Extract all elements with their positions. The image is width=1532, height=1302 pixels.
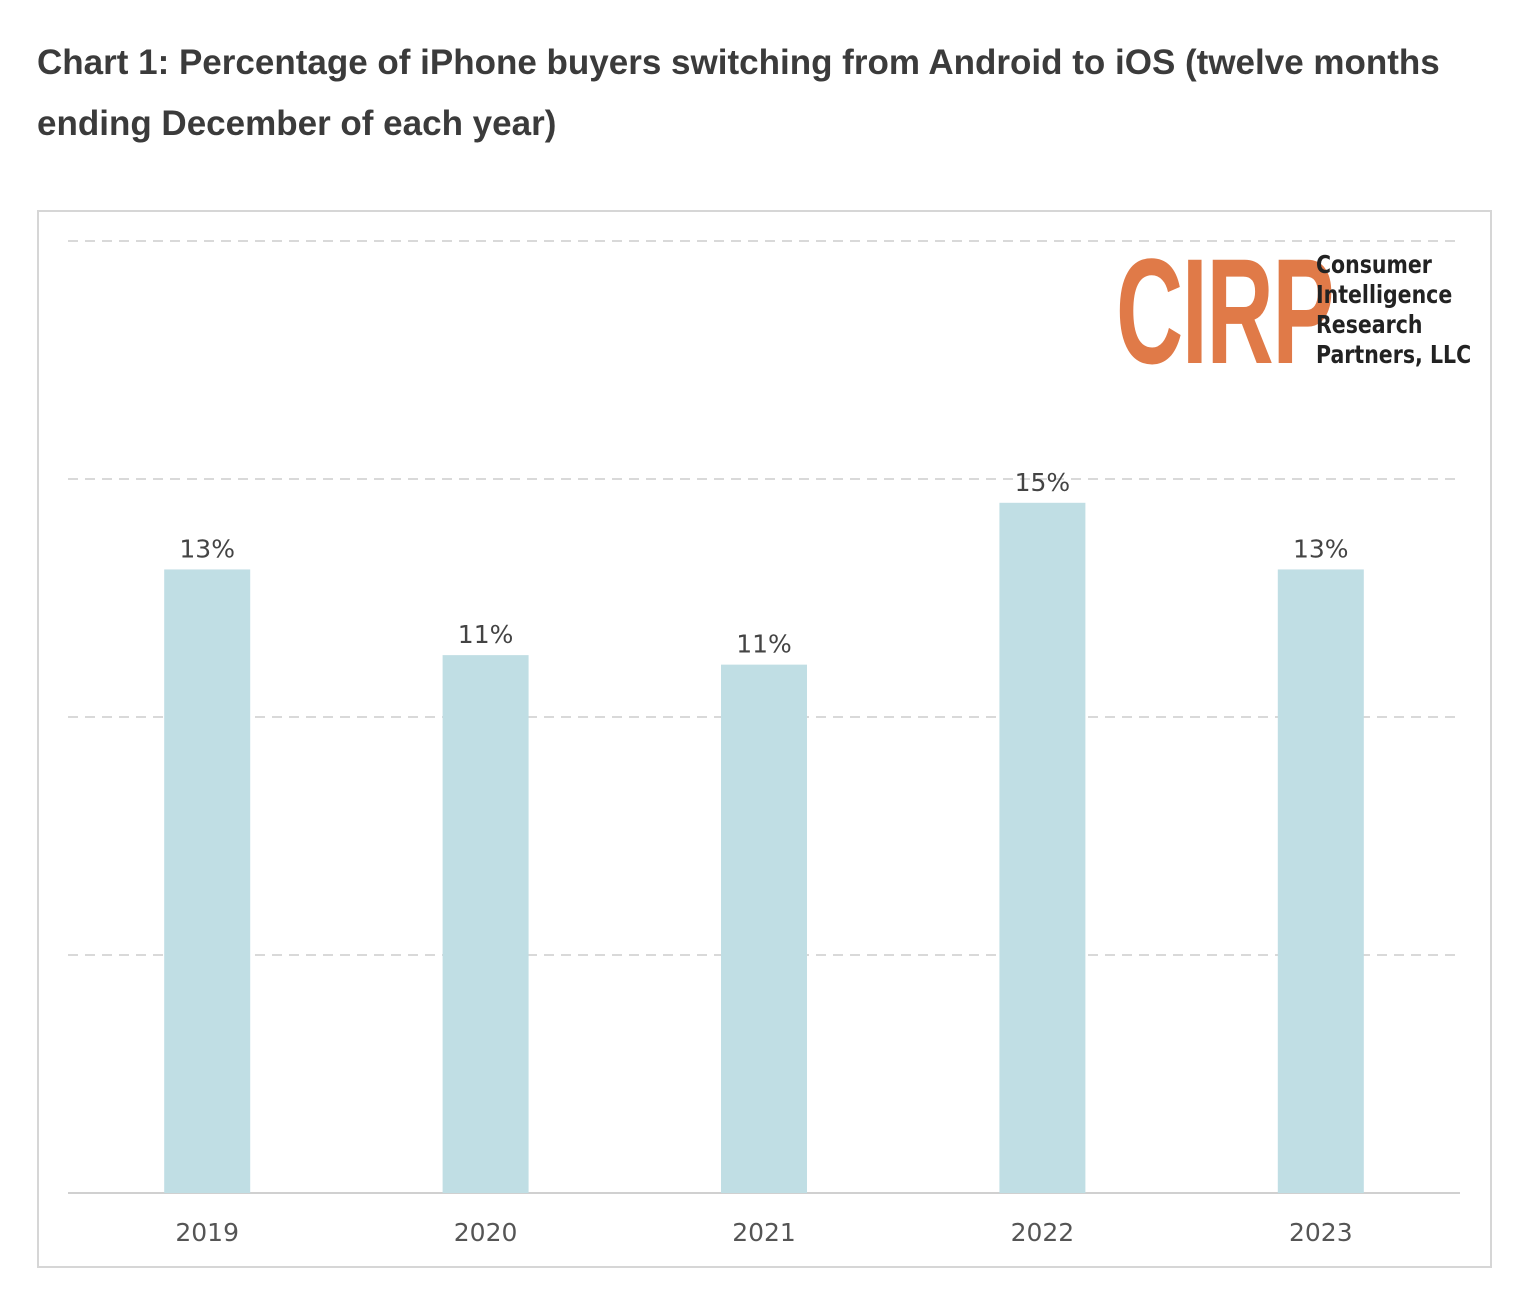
x-tick-label-2023: 2023 <box>1289 1218 1353 1247</box>
data-label-2023: 13% <box>1293 534 1349 563</box>
logo-line: Partners, LLC <box>1316 340 1472 369</box>
data-label-2022: 15% <box>1015 468 1071 497</box>
x-tick-label-2020: 2020 <box>454 1218 518 1247</box>
logo-line: Consumer <box>1316 250 1432 279</box>
bar-2021 <box>721 664 807 1193</box>
chart-title: Chart 1: Percentage of iPhone buyers swi… <box>37 43 1440 143</box>
x-tick-label-2022: 2022 <box>1011 1218 1075 1247</box>
bar-2022 <box>999 502 1086 1193</box>
logo-mark: CIRP <box>1116 227 1334 395</box>
data-label-2020: 11% <box>458 620 514 649</box>
data-label-2021: 11% <box>736 630 792 659</box>
x-tick-label-2021: 2021 <box>732 1218 796 1247</box>
x-tick-label-2019: 2019 <box>175 1218 239 1247</box>
bar-2020 <box>442 655 529 1193</box>
bar-2023 <box>1277 569 1364 1193</box>
logo-line: Research <box>1316 310 1423 339</box>
logo-line: Intelligence <box>1316 280 1453 309</box>
data-label-2019: 13% <box>179 534 235 563</box>
logo-name: Consumer Intelligence Research Partners,… <box>1316 250 1471 370</box>
bar-2019 <box>164 569 251 1193</box>
chart-frame <box>37 210 1492 1268</box>
